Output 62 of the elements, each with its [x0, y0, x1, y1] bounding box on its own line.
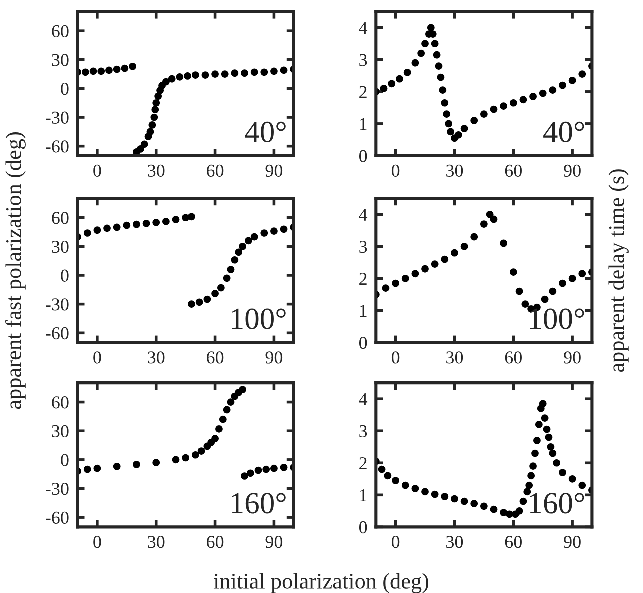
x-tick-label: 30: [148, 536, 165, 548]
y-tick-label: -30: [46, 112, 69, 124]
x-tick-label: 30: [148, 352, 165, 364]
x-tick-label: 0: [94, 164, 102, 177]
x-tick-label: 0: [392, 536, 400, 548]
y-tick-label: 1: [360, 118, 367, 130]
y-tick-label: 0: [359, 337, 368, 350]
x-tick-label: 0: [94, 536, 102, 548]
x-tick-label: 30: [148, 164, 165, 177]
y-tick-label: 4: [359, 22, 368, 34]
y-tick-label: 0: [61, 454, 69, 466]
annotation: 40°: [245, 122, 286, 143]
y-tick-label: 4: [359, 393, 368, 406]
annotation: 100°: [530, 308, 584, 330]
x-tick-label: 30: [446, 164, 464, 177]
annotation: 100°: [232, 308, 286, 330]
y-tick-label: 4: [359, 209, 368, 221]
y-tick-label: 60: [52, 396, 69, 409]
x-tick-label: 30: [446, 352, 464, 364]
y-tick-label: -30: [46, 298, 69, 311]
x-tick-label: 60: [505, 352, 522, 364]
y-tick-label: 0: [359, 150, 368, 162]
y-tick-label: 2: [360, 457, 367, 470]
y-tick-label: 0: [61, 270, 69, 282]
y-tick-label: 3: [360, 425, 368, 438]
y-axis-title: apparent delay time (s): [608, 170, 629, 372]
annotation: 160°: [530, 493, 584, 514]
y-tick-label: 2: [360, 86, 367, 98]
y-tick-label: -60: [46, 327, 69, 340]
y-tick-label: 1: [360, 490, 367, 502]
y-tick-label: 0: [359, 521, 368, 534]
y-tick-label: -60: [46, 512, 69, 524]
x-tick-label: 60: [505, 164, 522, 177]
x-tick-label: 60: [207, 352, 224, 364]
x-tick-label: 60: [505, 536, 522, 548]
y-axis-title: apparent fast polarization (deg): [6, 132, 26, 410]
y-tick-label: 2: [360, 273, 367, 285]
y-tick-label: 0: [61, 82, 69, 96]
annotation: 40°: [544, 122, 584, 143]
y-tick-label: 30: [52, 425, 69, 438]
annotation: 160°: [232, 493, 286, 514]
x-tick-label: 90: [564, 164, 581, 177]
y-tick-label: 30: [52, 54, 69, 66]
x-tick-label: 0: [392, 352, 400, 364]
y-tick-label: 60: [52, 25, 69, 38]
x-tick-label: 90: [266, 352, 283, 364]
x-tick-label: 90: [266, 536, 283, 548]
x-tick-label: 90: [564, 352, 581, 364]
x-tick-label: 0: [392, 164, 400, 177]
x-tick-label: 30: [446, 536, 464, 548]
y-tick-label: 1: [360, 305, 367, 317]
y-tick-label: 30: [52, 240, 69, 254]
x-tick-label: 0: [94, 352, 102, 364]
x-tick-label: 90: [564, 536, 581, 548]
y-tick-label: -30: [46, 483, 69, 496]
y-tick-label: 3: [360, 240, 368, 254]
x-tick-label: 60: [207, 536, 224, 548]
x-tick-label: 60: [207, 164, 224, 177]
y-tick-label: -60: [46, 140, 69, 153]
x-tick-label: 90: [266, 164, 283, 177]
y-tick-label: 3: [360, 54, 368, 66]
y-tick-label: 60: [52, 212, 69, 224]
